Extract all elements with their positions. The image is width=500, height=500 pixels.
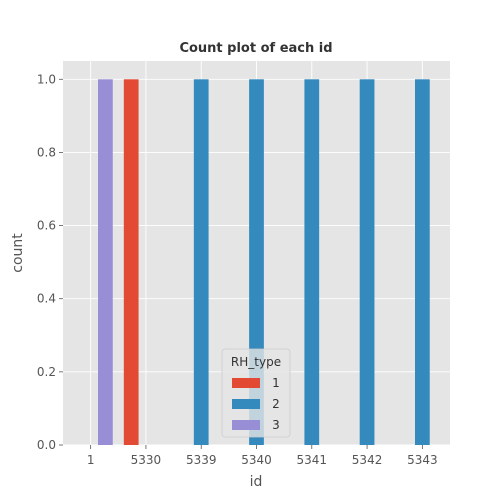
y-tick-label: 0.8 <box>37 145 56 159</box>
legend-swatch-1 <box>232 378 260 388</box>
legend-title: RH_type <box>231 355 281 369</box>
y-tick-label: 0.6 <box>37 219 56 233</box>
x-tick-label: 1 <box>87 453 95 467</box>
legend-box <box>221 348 291 438</box>
x-tick-label: 5339 <box>186 453 217 467</box>
y-tick-label: 0.4 <box>37 292 56 306</box>
x-tick-label: 5341 <box>297 453 328 467</box>
legend-entries: 1 2 3 <box>232 376 280 432</box>
x-tick-label: 5340 <box>241 453 272 467</box>
legend-swatch-3 <box>232 420 260 430</box>
legend-label-2: 2 <box>272 397 280 411</box>
bar-5330-rhtype-1 <box>123 79 139 446</box>
legend-label-1: 1 <box>272 376 280 390</box>
x-tick-label: 5330 <box>131 453 162 467</box>
bar-5342-rhtype-2 <box>359 79 375 446</box>
bar-5341-rhtype-2 <box>304 79 320 446</box>
bar-1-rhtype-3 <box>98 79 113 446</box>
x-tick-label: 5342 <box>352 453 383 467</box>
chart-title: Count plot of each id <box>179 41 332 56</box>
legend: RH_type 1 2 3 <box>221 348 291 438</box>
y-ticks: 0.0 0.2 0.4 0.6 0.8 1.0 <box>37 72 63 452</box>
bar-5339-rhtype-2 <box>193 79 209 446</box>
y-tick-label: 1.0 <box>37 72 56 86</box>
bars <box>98 79 430 446</box>
legend-label-3: 3 <box>272 418 280 432</box>
legend-swatch-2 <box>232 399 260 409</box>
x-tick-label: 5343 <box>407 453 438 467</box>
y-tick-label: 0.0 <box>37 438 56 452</box>
x-ticks: 1 5330 5339 5340 5341 5342 5343 <box>87 445 438 467</box>
y-tick-label: 0.2 <box>37 365 56 379</box>
y-axis-label: count <box>10 233 26 273</box>
x-axis-label: id <box>250 474 263 490</box>
bar-5343-rhtype-2 <box>414 79 430 446</box>
